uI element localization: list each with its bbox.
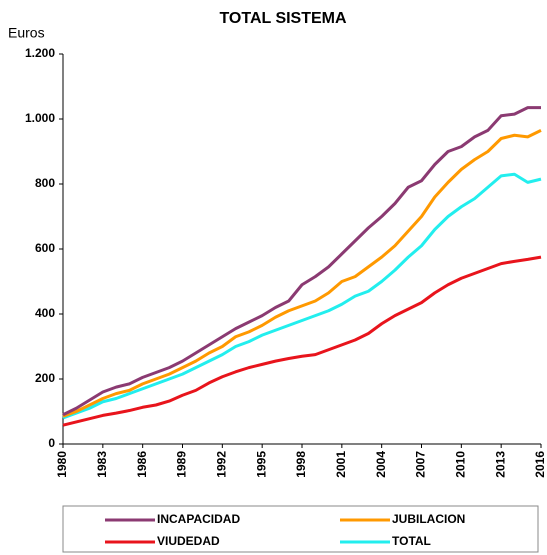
- series-line: [62, 106, 541, 417]
- series-line: [62, 172, 542, 420]
- series-line: [62, 129, 542, 418]
- legend-label: VIUDEDAD: [157, 534, 220, 548]
- x-tick-label: 2007: [414, 451, 428, 478]
- legend-label: INCAPACIDAD: [157, 512, 240, 526]
- y-tick-label: 400: [35, 306, 55, 320]
- y-tick-label: 800: [35, 176, 55, 190]
- x-tick-label: 2004: [374, 451, 388, 478]
- x-tick-label: 1980: [55, 451, 69, 478]
- x-tick-label: 2013: [493, 451, 507, 478]
- x-tick-label: 1992: [215, 451, 229, 478]
- x-tick-label: 1995: [254, 451, 268, 478]
- y-tick-label: 1.000: [25, 111, 55, 125]
- legend-label: TOTAL: [392, 534, 431, 548]
- x-tick-label: 2010: [454, 451, 468, 478]
- x-tick-label: 2016: [533, 451, 547, 478]
- x-tick-label: 1986: [135, 451, 149, 478]
- y-tick-label: 0: [48, 436, 55, 450]
- y-tick-label: 200: [35, 371, 55, 385]
- x-tick-label: 1998: [294, 451, 308, 478]
- legend-label: JUBILACION: [392, 512, 465, 526]
- y-axis-label: Euros: [8, 25, 45, 41]
- x-tick-label: 1989: [175, 451, 189, 478]
- legend-box: [62, 505, 539, 553]
- x-tick-label: 1983: [95, 451, 109, 478]
- series-line: [62, 255, 542, 427]
- y-tick-label: 1.200: [25, 46, 55, 60]
- x-tick-label: 2001: [334, 451, 348, 478]
- chart-title: TOTAL SISTEMA: [219, 10, 347, 27]
- y-tick-label: 600: [35, 241, 55, 255]
